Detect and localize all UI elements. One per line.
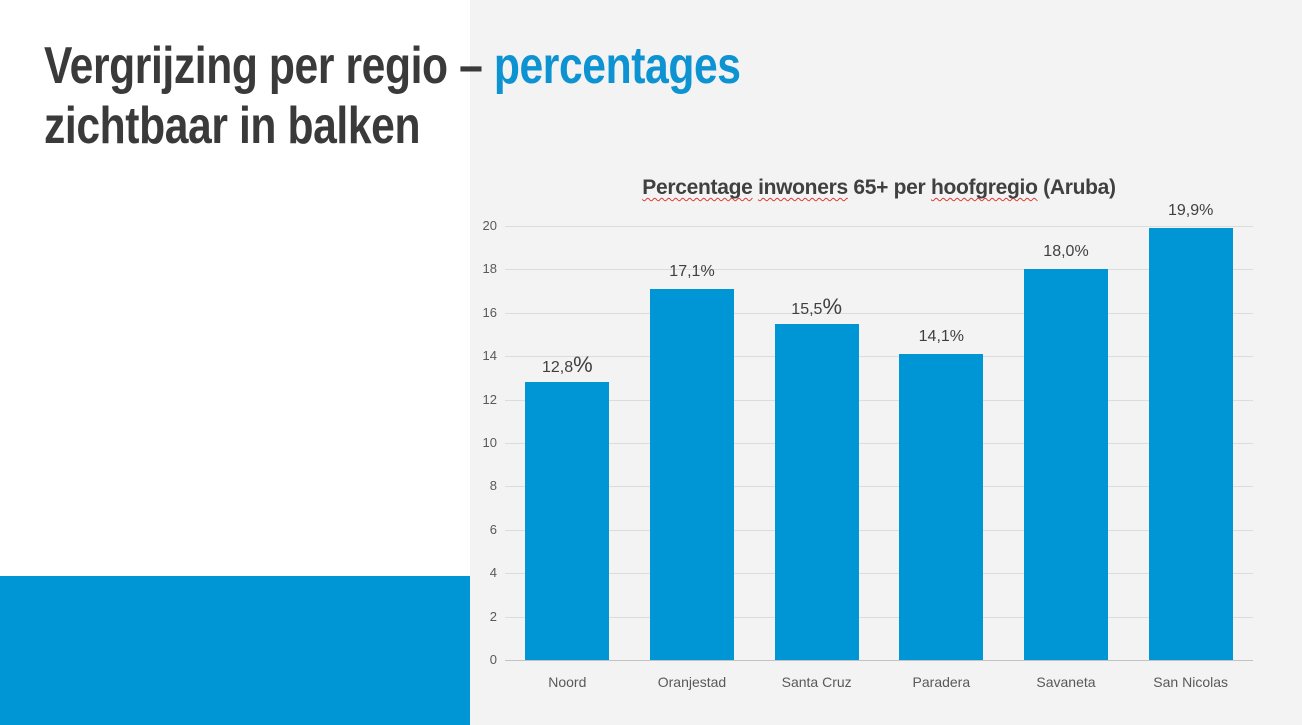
bar-value-number: 18,0	[1043, 243, 1075, 261]
chart-title-word-misspelled: hoofgregio	[930, 176, 1038, 199]
bar-value-label: 14,1%	[879, 324, 1004, 350]
y-tick-label: 8	[489, 478, 497, 494]
slide-title: Vergrijzing per regio – percentages zich…	[44, 36, 864, 156]
gridline	[505, 529, 1253, 531]
chart-title-word: 65+ per	[847, 176, 931, 199]
x-axis-line	[505, 660, 1253, 661]
bar-value-percent-sign: %	[1074, 243, 1089, 261]
gridline	[505, 616, 1253, 618]
chart-title: Percentage inwoners 65+ per hoofgregio (…	[505, 176, 1253, 200]
bar-chart: Percentage inwoners 65+ per hoofgregio (…	[470, 0, 1302, 725]
y-tick-label: 18	[482, 261, 497, 277]
bar-value-percent-sign: %	[949, 328, 965, 346]
y-tick-label: 20	[482, 218, 497, 233]
bar	[650, 288, 734, 660]
bar	[525, 382, 610, 660]
y-tick-label: 16	[482, 304, 497, 320]
gridline	[505, 269, 1253, 271]
slide-title-text: Vergrijzing per regio –	[44, 37, 494, 95]
chart-title-word-misspelled: inwoners	[758, 176, 848, 199]
gridline	[505, 226, 1253, 227]
bar-value-percent-sign: %	[1199, 202, 1214, 220]
slide-title-line1: Vergrijzing per regio – percentages	[44, 36, 864, 96]
y-tick-label: 10	[482, 435, 497, 450]
bar-value-label: 19,9%	[1128, 198, 1253, 224]
gridline	[505, 312, 1253, 314]
x-category-label: Savaneta	[1036, 674, 1096, 690]
bar-value-number: 15,5	[791, 300, 823, 318]
bar	[1148, 228, 1233, 660]
accent-rectangle	[0, 576, 470, 725]
x-category-label: Oranjestad	[657, 674, 727, 690]
chart-title-word: (Aruba)	[1037, 176, 1116, 199]
y-tick-label: 14	[482, 348, 497, 364]
bar	[1024, 269, 1108, 660]
bar-value-number: 19,9	[1167, 202, 1200, 220]
gridline	[505, 573, 1253, 575]
bar-value-percent-sign: %	[573, 352, 593, 378]
y-tick-label: 6	[489, 521, 497, 537]
y-tick-label: 12	[482, 391, 497, 407]
bar-value-number: 12,8	[541, 359, 574, 377]
chart-title-word-misspelled: Percentage	[642, 176, 753, 199]
bar-value-label: 18,0%	[1004, 239, 1129, 265]
bar-value-label: 15,5%	[754, 294, 879, 320]
x-category-label: Noord	[548, 674, 587, 690]
gridline	[505, 356, 1253, 358]
x-category-label: Santa Cruz	[781, 674, 852, 690]
bar-value-label: 12,8%	[505, 352, 630, 378]
bar-value-label: 17,1%	[630, 259, 755, 285]
y-tick-label: 4	[489, 565, 497, 581]
slide-title-line2: zichtbaar in balken	[44, 97, 421, 155]
gridline	[505, 486, 1253, 488]
bar-value-percent-sign: %	[822, 293, 842, 319]
bar-value-number: 17,1	[669, 262, 701, 280]
x-category-label: Paradera	[912, 674, 971, 690]
gridline	[505, 443, 1253, 444]
bar	[899, 354, 984, 660]
x-category-label: San Nicolas	[1153, 674, 1228, 690]
bar	[774, 323, 859, 660]
slide-title-accent-text: percentages	[493, 37, 741, 95]
bar-value-number: 14,1	[918, 328, 950, 346]
gridline	[505, 399, 1253, 401]
y-tick-label: 0	[489, 652, 497, 667]
y-tick-label: 2	[489, 608, 497, 624]
bar-value-percent-sign: %	[700, 262, 715, 280]
